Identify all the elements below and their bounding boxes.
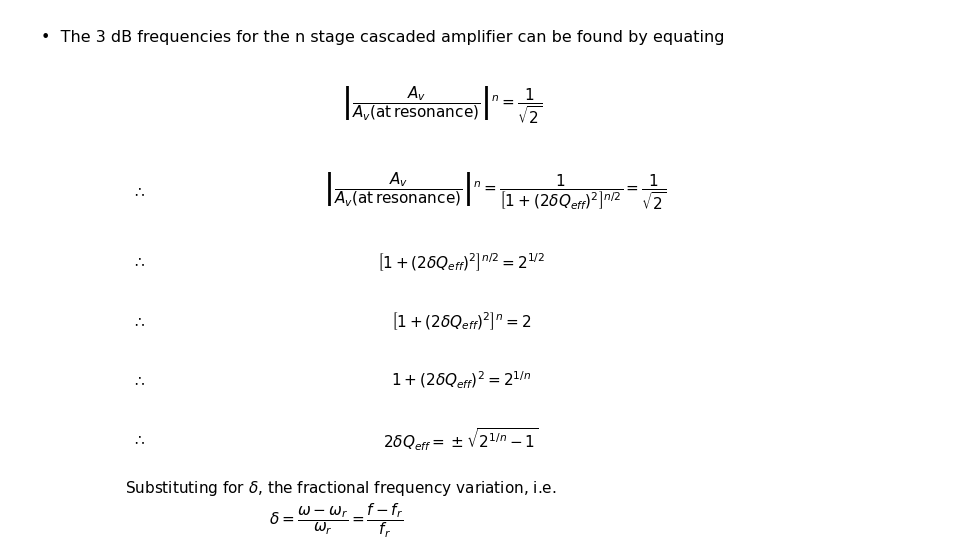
Text: Substituting for $\delta$, the fractional frequency variation, i.e.: Substituting for $\delta$, the fractiona… [125,479,556,498]
Text: $\therefore$: $\therefore$ [132,373,146,388]
Text: $\left[1+(2\delta Q_{eff})^2\right]^{n} = 2$: $\left[1+(2\delta Q_{eff})^2\right]^{n} … [391,310,531,332]
Text: •  The 3 dB frequencies for the n stage cascaded amplifier can be found by equat: • The 3 dB frequencies for the n stage c… [41,30,725,45]
Text: $\left|\dfrac{A_v}{A_v\mathrm{(at\,resonance)}}\right|^n = \dfrac{1}{\sqrt{2}}$: $\left|\dfrac{A_v}{A_v\mathrm{(at\,reson… [341,85,542,126]
Text: $\therefore$: $\therefore$ [132,184,146,199]
Text: $1+(2\delta Q_{eff})^2 = 2^{1/n}$: $1+(2\delta Q_{eff})^2 = 2^{1/n}$ [391,370,531,392]
Text: $2\delta Q_{eff} = \pm\sqrt{2^{1/n}-1}$: $2\delta Q_{eff} = \pm\sqrt{2^{1/n}-1}$ [383,427,539,454]
Text: $\delta = \dfrac{\omega-\omega_r}{\omega_r} = \dfrac{f-f_r}{f_r}$: $\delta = \dfrac{\omega-\omega_r}{\omega… [269,502,403,540]
Text: $\therefore$: $\therefore$ [132,314,146,329]
Text: $\left[1+(2\delta Q_{eff})^2\right]^{n/2} = 2^{1/2}$: $\left[1+(2\delta Q_{eff})^2\right]^{n/2… [377,251,544,273]
Text: $\therefore$: $\therefore$ [132,254,146,269]
Text: $\left|\dfrac{A_v}{A_v\mathrm{(at\,resonance)}}\right|^n = \dfrac{1}{\left[1+(2\: $\left|\dfrac{A_v}{A_v\mathrm{(at\,reson… [323,171,666,212]
Text: $\therefore$: $\therefore$ [132,433,146,448]
